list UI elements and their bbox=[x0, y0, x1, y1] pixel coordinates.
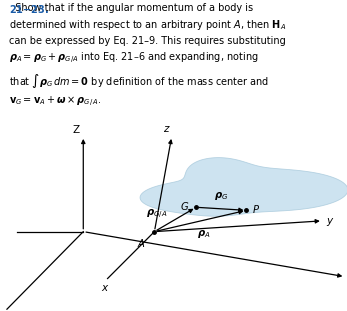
Text: z: z bbox=[163, 124, 168, 134]
Text: $P$: $P$ bbox=[252, 203, 260, 216]
Text: $\boldsymbol{\rho}_A$: $\boldsymbol{\rho}_A$ bbox=[197, 228, 211, 240]
Text: $A$: $A$ bbox=[137, 237, 146, 249]
Polygon shape bbox=[140, 158, 347, 216]
Text: $\mathbf{21{-}23.}$: $\mathbf{21{-}23.}$ bbox=[9, 3, 49, 15]
Text: $\boldsymbol{\rho}_{G/A}$: $\boldsymbol{\rho}_{G/A}$ bbox=[146, 208, 167, 221]
Text: Z: Z bbox=[73, 125, 80, 135]
Text: $\boldsymbol{\rho}_G$: $\boldsymbol{\rho}_G$ bbox=[214, 190, 228, 202]
Text: y: y bbox=[326, 216, 332, 226]
Text: x: x bbox=[101, 283, 107, 293]
Text: Show that if the angular momentum of a body is
determined with respect to an arb: Show that if the angular momentum of a b… bbox=[9, 3, 286, 109]
Text: $G$: $G$ bbox=[180, 200, 189, 212]
